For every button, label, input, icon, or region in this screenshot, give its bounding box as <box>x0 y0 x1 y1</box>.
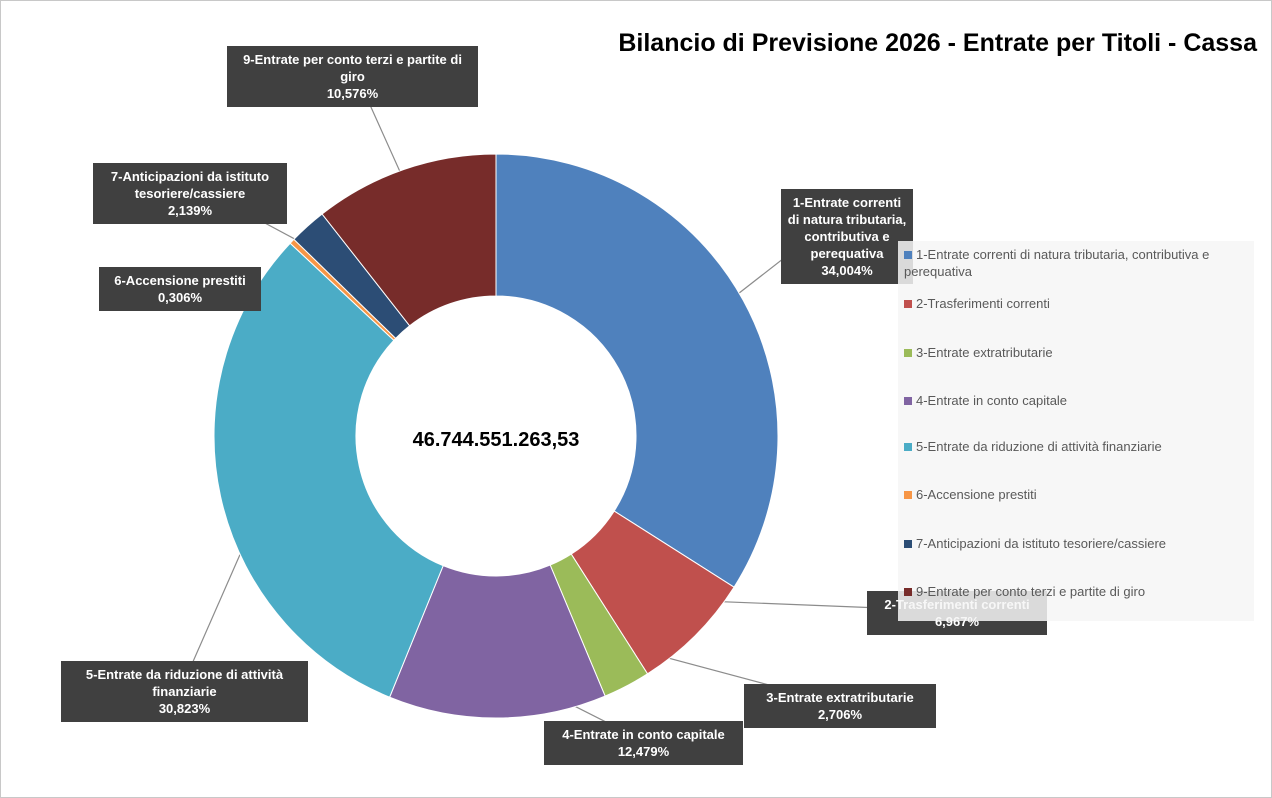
data-label-name: 1-Entrate correnti di natura tributaria,… <box>787 195 907 261</box>
data-label: 6-Accensione prestiti 0,306% <box>99 267 261 311</box>
data-label: 3-Entrate extratributarie 2,706% <box>744 684 936 728</box>
legend-item: 6-Accensione prestiti <box>904 486 1249 503</box>
legend-item: 4-Entrate in conto capitale <box>904 392 1249 409</box>
legend-item: 2-Trasferimenti correnti <box>904 295 1249 312</box>
donut-slice <box>321 153 497 327</box>
data-label: 1-Entrate correnti di natura tributaria,… <box>781 189 913 284</box>
legend-label: 3-Entrate extratributarie <box>916 345 1053 360</box>
legend-item: 5-Entrate da riduzione di attività finan… <box>904 438 1249 455</box>
data-label: 7-Anticipazioni da istituto tesoriere/ca… <box>93 163 287 224</box>
legend: 1-Entrate correnti di natura tributaria,… <box>898 241 1254 621</box>
data-label-value: 12,479% <box>617 744 670 759</box>
legend-item: 1-Entrate correnti di natura tributaria,… <box>904 246 1249 280</box>
data-label-name: 6-Accensione prestiti <box>114 273 246 288</box>
data-label: 5-Entrate da riduzione di attività finan… <box>61 661 308 722</box>
legend-swatch <box>904 349 912 357</box>
legend-label: 5-Entrate da riduzione di attività finan… <box>916 439 1162 454</box>
data-label-value: 10,576% <box>326 86 379 101</box>
data-label-value: 30,823% <box>158 701 211 716</box>
legend-label: 9-Entrate per conto terzi e partite di g… <box>916 584 1146 599</box>
data-label-value: 2,139% <box>167 203 213 218</box>
donut-slice <box>495 153 779 588</box>
chart-title: Bilancio di Previsione 2026 - Entrate pe… <box>618 29 1257 57</box>
center-label: 46.744.551.263,53 <box>412 429 580 451</box>
legend-swatch <box>904 251 912 259</box>
data-label-value: 2,706% <box>817 707 863 722</box>
data-label-value: 0,306% <box>157 290 203 305</box>
legend-swatch <box>904 300 912 308</box>
legend-swatch <box>904 588 912 596</box>
data-label-name: 3-Entrate extratributarie <box>766 690 914 705</box>
legend-swatch <box>904 397 912 405</box>
legend-label: 7-Anticipazioni da istituto tesoriere/ca… <box>916 536 1167 551</box>
legend-label: 4-Entrate in conto capitale <box>916 393 1068 408</box>
data-label-name: 5-Entrate da riduzione di attività finan… <box>85 667 284 699</box>
legend-swatch <box>904 443 912 451</box>
data-label-value: 34,004% <box>821 263 873 278</box>
legend-item: 3-Entrate extratributarie <box>904 344 1249 361</box>
legend-label: 2-Trasferimenti correnti <box>916 296 1050 311</box>
legend-item: 9-Entrate per conto terzi e partite di g… <box>904 583 1249 600</box>
data-label: 4-Entrate in conto capitale 12,479% <box>544 721 743 765</box>
legend-swatch <box>904 540 912 548</box>
data-label: 9-Entrate per conto terzi e partite di g… <box>227 46 478 107</box>
legend-swatch <box>904 491 912 499</box>
legend-label: 1-Entrate correnti di natura tributaria,… <box>904 247 1210 279</box>
legend-item: 7-Anticipazioni da istituto tesoriere/ca… <box>904 535 1249 552</box>
legend-label: 6-Accensione prestiti <box>916 487 1037 502</box>
data-label-name: 4-Entrate in conto capitale <box>562 727 725 742</box>
data-label-name: 7-Anticipazioni da istituto tesoriere/ca… <box>110 169 270 201</box>
data-label-name: 9-Entrate per conto terzi e partite di g… <box>243 52 462 84</box>
